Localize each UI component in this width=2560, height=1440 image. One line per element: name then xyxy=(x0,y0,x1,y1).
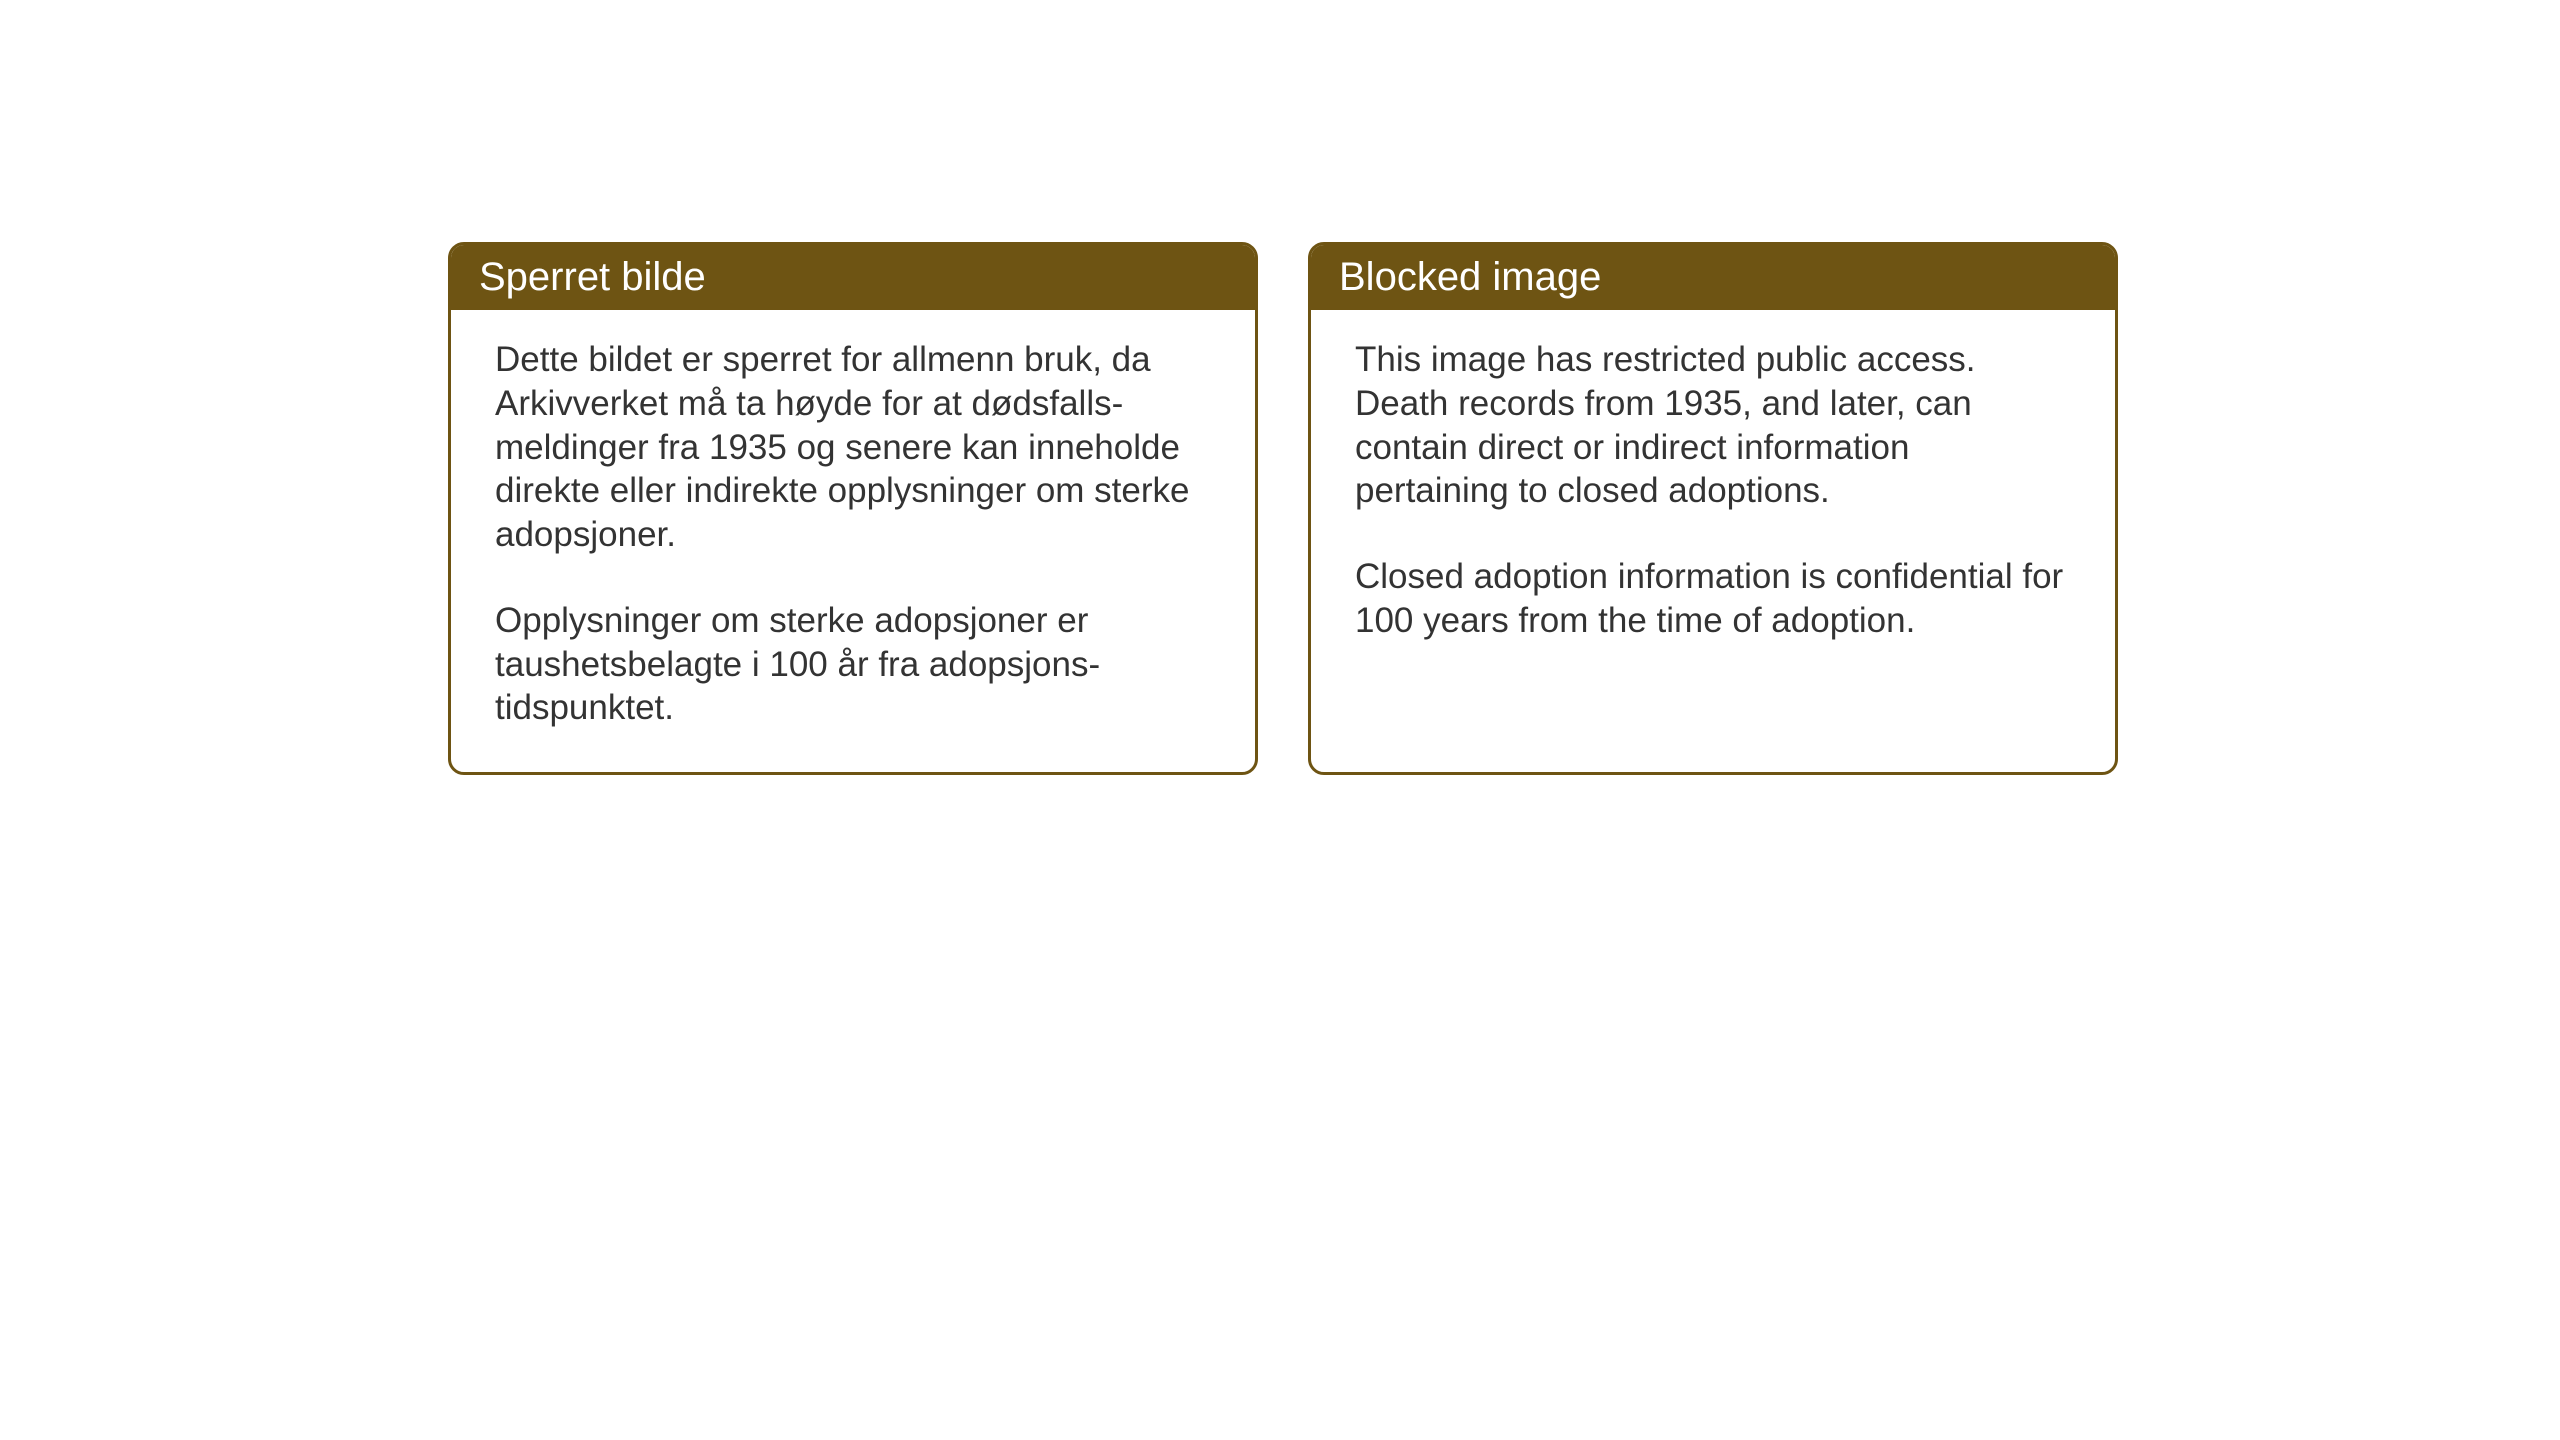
notice-body-english: This image has restricted public access.… xyxy=(1311,310,2115,685)
notice-header-english: Blocked image xyxy=(1311,245,2115,310)
notice-title-english: Blocked image xyxy=(1339,255,1601,299)
notice-card-norwegian: Sperret bilde Dette bildet er sperret fo… xyxy=(448,242,1258,775)
notice-card-english: Blocked image This image has restricted … xyxy=(1308,242,2118,775)
notice-header-norwegian: Sperret bilde xyxy=(451,245,1255,310)
notice-paragraph-1-norwegian: Dette bildet er sperret for allmenn bruk… xyxy=(495,338,1211,557)
notice-paragraph-2-norwegian: Opplysninger om sterke adopsjoner er tau… xyxy=(495,599,1211,730)
notice-container: Sperret bilde Dette bildet er sperret fo… xyxy=(448,242,2118,775)
notice-paragraph-1-english: This image has restricted public access.… xyxy=(1355,338,2071,513)
notice-body-norwegian: Dette bildet er sperret for allmenn bruk… xyxy=(451,310,1255,772)
notice-paragraph-2-english: Closed adoption information is confident… xyxy=(1355,555,2071,643)
notice-title-norwegian: Sperret bilde xyxy=(479,255,706,299)
